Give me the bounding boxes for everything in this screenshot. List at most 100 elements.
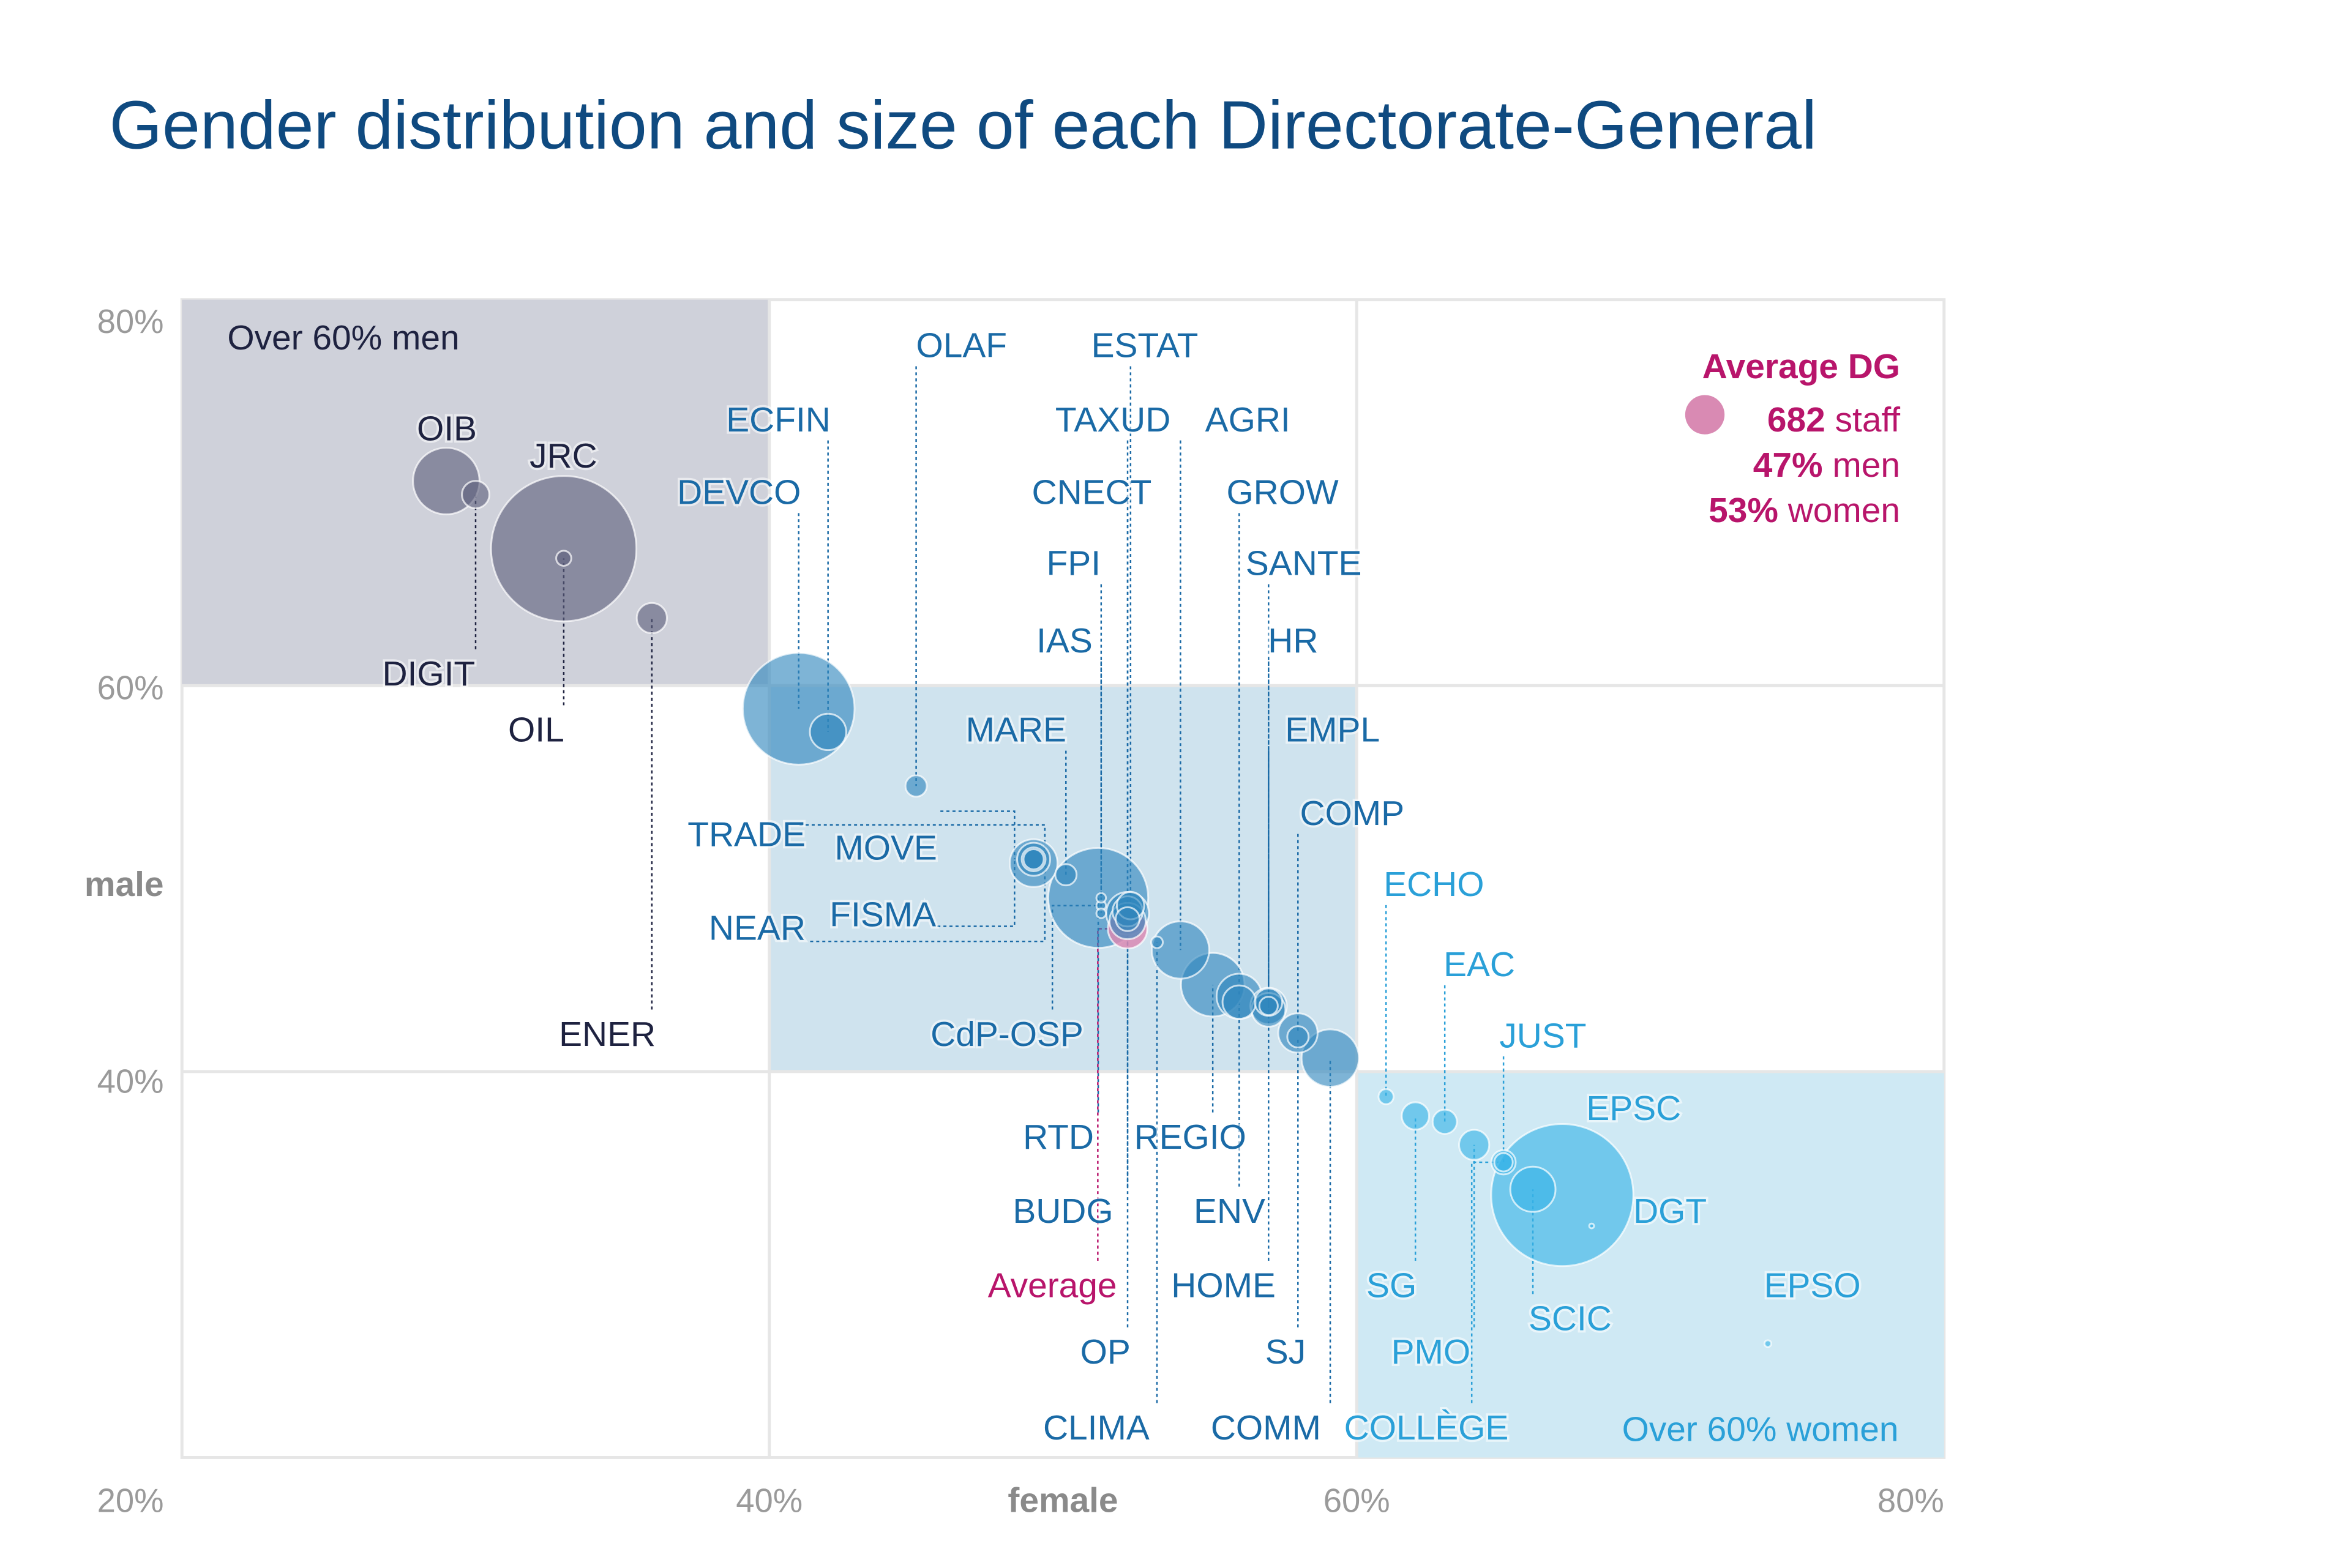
leader-trade xyxy=(799,824,1046,864)
legend-women-value: 53% xyxy=(1709,491,1778,530)
bubble-epso xyxy=(1763,1339,1772,1348)
label-digit: DIGIT xyxy=(382,655,475,693)
bubble-taxud xyxy=(1115,906,1140,932)
x-axis-label: female xyxy=(1008,1482,1118,1520)
bubble-fisma xyxy=(1022,848,1045,871)
bubble-olaf xyxy=(904,774,928,798)
bubble-eac xyxy=(1431,1108,1458,1135)
x-tick-20: 20% xyxy=(97,1482,164,1520)
label-scic: SCIC xyxy=(1529,1300,1612,1338)
label-cnect: CNECT xyxy=(1032,473,1152,512)
y-tick-40: 40% xyxy=(97,1062,164,1100)
legend-staff-value: 682 xyxy=(1767,401,1825,439)
y-tick-80: 80% xyxy=(97,303,164,340)
bubble-ias xyxy=(1095,908,1107,919)
label-grow: GROW xyxy=(1226,473,1339,512)
bubble-fpi xyxy=(1095,892,1107,904)
bubble-epsc xyxy=(1588,1222,1595,1230)
label-jrc: JRC xyxy=(530,437,597,476)
label-epsc: EPSC xyxy=(1586,1089,1681,1128)
legend: Average DG 682 staff 47% men 53% women xyxy=(1685,348,1900,530)
label-ecfin: ECFIN xyxy=(726,401,831,439)
bubble-scic xyxy=(1509,1165,1557,1213)
label-rtd: RTD xyxy=(1023,1118,1094,1157)
label-comp: COMP xyxy=(1300,794,1405,833)
label-olaf: OLAF xyxy=(916,327,1008,365)
label-env: ENV xyxy=(1194,1192,1265,1231)
label-just: JUST xyxy=(1499,1017,1586,1055)
legend-men-unit: men xyxy=(1823,446,1900,485)
bubble-comm xyxy=(1300,1028,1360,1088)
label-home: HOME xyxy=(1171,1266,1276,1305)
x-tick-80: 80% xyxy=(1877,1482,1944,1520)
x-tick-40: 40% xyxy=(736,1482,803,1520)
legend-men: 47% men xyxy=(1753,446,1900,485)
label-agri: AGRI xyxy=(1205,401,1290,439)
legend-title: Average DG xyxy=(1702,348,1900,386)
legend-staff-unit: staff xyxy=(1825,401,1900,439)
bubble-home xyxy=(1258,996,1279,1017)
label-echo: ECHO xyxy=(1383,865,1484,904)
label-sj: SJ xyxy=(1265,1333,1306,1372)
bubble-dgt xyxy=(1490,1123,1634,1267)
label-trade: TRADE xyxy=(687,815,806,854)
label-oib: OIB xyxy=(417,410,477,449)
leader-move xyxy=(940,810,1016,860)
legend-women-unit: women xyxy=(1778,491,1900,530)
label-average: Average xyxy=(988,1266,1117,1305)
y-axis-label: male xyxy=(84,865,164,904)
label-sante: SANTE xyxy=(1246,545,1362,583)
quadrant-women-majority xyxy=(1357,1071,1944,1458)
label-near: NEAR xyxy=(709,909,806,948)
bubble-ener xyxy=(635,602,668,635)
bubble-pmo xyxy=(1458,1129,1491,1161)
legend-staff: 682 staff xyxy=(1767,401,1900,439)
label-taxud: TAXUD xyxy=(1055,401,1171,439)
label-op: OP xyxy=(1080,1333,1131,1372)
bubble-clima xyxy=(1150,935,1164,949)
leader-fisma xyxy=(937,859,1016,927)
bubble-coll-ge xyxy=(1493,1152,1514,1173)
y-tick-60: 60% xyxy=(97,670,164,707)
bubble-labels: JRC DGT DEVCO RTD OIB REGIO AGRI COMM TRADE GROW S… xyxy=(380,324,1863,1450)
bubble-ecfin xyxy=(809,712,847,752)
label-epso: EPSO xyxy=(1764,1266,1861,1305)
label-hr: HR xyxy=(1268,622,1318,660)
label-fisma: FISMA xyxy=(829,895,936,934)
label-oil: OIL xyxy=(508,711,564,750)
bubble-env xyxy=(1221,984,1257,1020)
label-devco: DEVCO xyxy=(677,473,801,512)
label-mare: MARE xyxy=(966,711,1066,750)
x-tick-60: 60% xyxy=(1323,1482,1390,1520)
label-fpi: FPI xyxy=(1047,545,1101,583)
label-clima: CLIMA xyxy=(1043,1409,1150,1447)
label-cdp-osp: CdP-OSP xyxy=(930,1015,1084,1054)
bubble-sj xyxy=(1286,1025,1310,1049)
label-ias: IAS xyxy=(1036,622,1093,660)
bubble-digit xyxy=(461,480,490,509)
label-budg: BUDG xyxy=(1013,1192,1113,1231)
label-sg: SG xyxy=(1366,1266,1417,1305)
label-ener: ENER xyxy=(559,1015,656,1054)
label-move: MOVE xyxy=(834,829,937,868)
bubble-sg xyxy=(1401,1101,1431,1131)
quadrant-label-men: Over 60% men xyxy=(227,319,459,357)
legend-average-bubble xyxy=(1685,395,1725,435)
label-dgt: DGT xyxy=(1633,1192,1707,1231)
label-coll-ge: COLLÈGE xyxy=(1344,1409,1509,1447)
chart-title: Gender distribution and size of each Dir… xyxy=(110,86,1817,163)
label-empl: EMPL xyxy=(1285,711,1380,750)
legend-women: 53% women xyxy=(1709,491,1900,530)
bubbles xyxy=(412,447,1772,1348)
label-comm: COMM xyxy=(1211,1409,1321,1447)
label-eac: EAC xyxy=(1443,946,1515,984)
legend-men-value: 47% xyxy=(1753,446,1823,485)
bubble-echo xyxy=(1377,1088,1394,1105)
label-estat: ESTAT xyxy=(1091,327,1199,365)
quadrant-label-women: Over 60% women xyxy=(1622,1410,1899,1449)
bubble-oil xyxy=(555,550,572,567)
label-regio: REGIO xyxy=(1134,1118,1246,1157)
bubble-jrc xyxy=(490,475,638,622)
bubble-mare xyxy=(1054,863,1078,887)
